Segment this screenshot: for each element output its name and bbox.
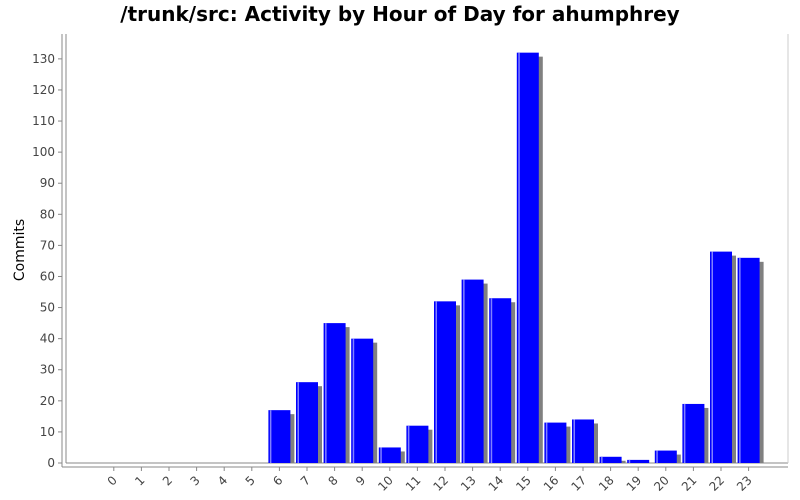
bar-hour-23 — [737, 257, 760, 463]
bar-hour-21 — [682, 403, 705, 463]
x-tick-label: 18 — [596, 473, 617, 494]
bars — [268, 52, 764, 464]
bar-hour-9 — [351, 338, 374, 463]
chart-title: /trunk/src: Activity by Hour of Day for … — [120, 2, 680, 26]
x-tick-label: 1 — [132, 473, 147, 488]
y-tick-label: 40 — [40, 332, 55, 346]
bar-highlight — [739, 257, 741, 463]
bar-highlight — [269, 410, 272, 463]
x-tick-label: 16 — [541, 473, 562, 494]
y-tick-label: 60 — [40, 269, 55, 283]
y-tick-label: 20 — [40, 394, 55, 408]
x-tick-label: 17 — [568, 473, 589, 494]
bar-hour-12 — [434, 301, 456, 463]
x-tick-label: 5 — [243, 473, 258, 488]
bar-highlight — [435, 301, 437, 463]
bar-highlight — [683, 403, 686, 463]
x-tick-label: 21 — [679, 473, 700, 494]
bar-highlight — [463, 279, 465, 463]
y-tick-label: 100 — [32, 145, 55, 159]
x-tick-label: 10 — [375, 473, 396, 494]
bar-hour-16 — [544, 422, 567, 463]
bar-highlight — [352, 338, 355, 463]
x-tick-label: 9 — [353, 473, 368, 488]
bar-highlight — [628, 459, 631, 463]
bar-hour-20 — [654, 450, 677, 463]
bar-hour-10 — [378, 447, 401, 463]
bar-hour-14 — [489, 298, 512, 463]
y-tick-label: 0 — [47, 456, 55, 470]
bar-highlight — [573, 419, 575, 463]
x-tick-label: 6 — [270, 473, 285, 488]
axes — [61, 34, 789, 468]
bar-hour-6 — [268, 410, 291, 463]
bar-hour-17 — [572, 419, 594, 463]
bar-hour-15 — [516, 52, 539, 464]
y-tick-label: 50 — [40, 301, 55, 315]
y-tick-label: 110 — [32, 114, 55, 128]
bar-hour-8 — [323, 323, 346, 463]
y-tick-label: 120 — [32, 83, 55, 97]
y-tick-label: 70 — [40, 238, 55, 252]
x-tick-label: 12 — [430, 473, 451, 494]
x-tick-label: 4 — [215, 473, 230, 488]
y-tick-label: 80 — [40, 207, 55, 221]
bar-highlight — [601, 456, 603, 463]
x-axis-ticks: 0 1 2 3 4 5 6 7 8 9 10 11 12 13 14 15 16 17 18 19 20 21 22 23 — [105, 467, 755, 494]
y-tick-label: 90 — [40, 176, 55, 190]
bar-highlight — [656, 450, 658, 463]
y-tick-label: 10 — [40, 425, 55, 439]
x-tick-label: 3 — [187, 473, 202, 488]
bar-hour-7 — [296, 382, 318, 463]
x-tick-label: 8 — [325, 473, 340, 488]
x-tick-label: 22 — [706, 473, 727, 494]
x-tick-label: 13 — [458, 473, 479, 494]
bar-highlight — [380, 447, 382, 463]
x-tick-label: 19 — [624, 473, 645, 494]
bar-hour-11 — [406, 425, 429, 463]
bar-highlight — [407, 425, 410, 463]
x-tick-label: 20 — [651, 473, 672, 494]
bar-hour-18 — [599, 456, 622, 463]
bar-highlight — [545, 422, 548, 463]
bar-highlight — [297, 382, 299, 463]
bar-highlight — [490, 298, 493, 463]
x-tick-label: 2 — [160, 473, 175, 488]
x-tick-label: 23 — [734, 473, 755, 494]
x-tick-label: 7 — [298, 473, 313, 488]
y-tick-label: 130 — [32, 52, 55, 66]
bar-highlight — [518, 52, 520, 464]
bar-hour-13 — [461, 279, 484, 463]
bar-hour-19 — [627, 459, 650, 463]
x-tick-label: 15 — [513, 473, 534, 494]
bar-highlight — [325, 323, 327, 463]
x-tick-label: 11 — [403, 473, 424, 494]
bar-hour-22 — [710, 251, 732, 463]
y-axis-ticks: 0 10 20 30 40 50 60 70 80 90 100 110 120 130 — [32, 52, 62, 470]
bar-highlight — [711, 251, 713, 463]
x-tick-label: 0 — [105, 473, 120, 488]
y-tick-label: 30 — [40, 363, 55, 377]
x-tick-label: 14 — [486, 473, 507, 494]
